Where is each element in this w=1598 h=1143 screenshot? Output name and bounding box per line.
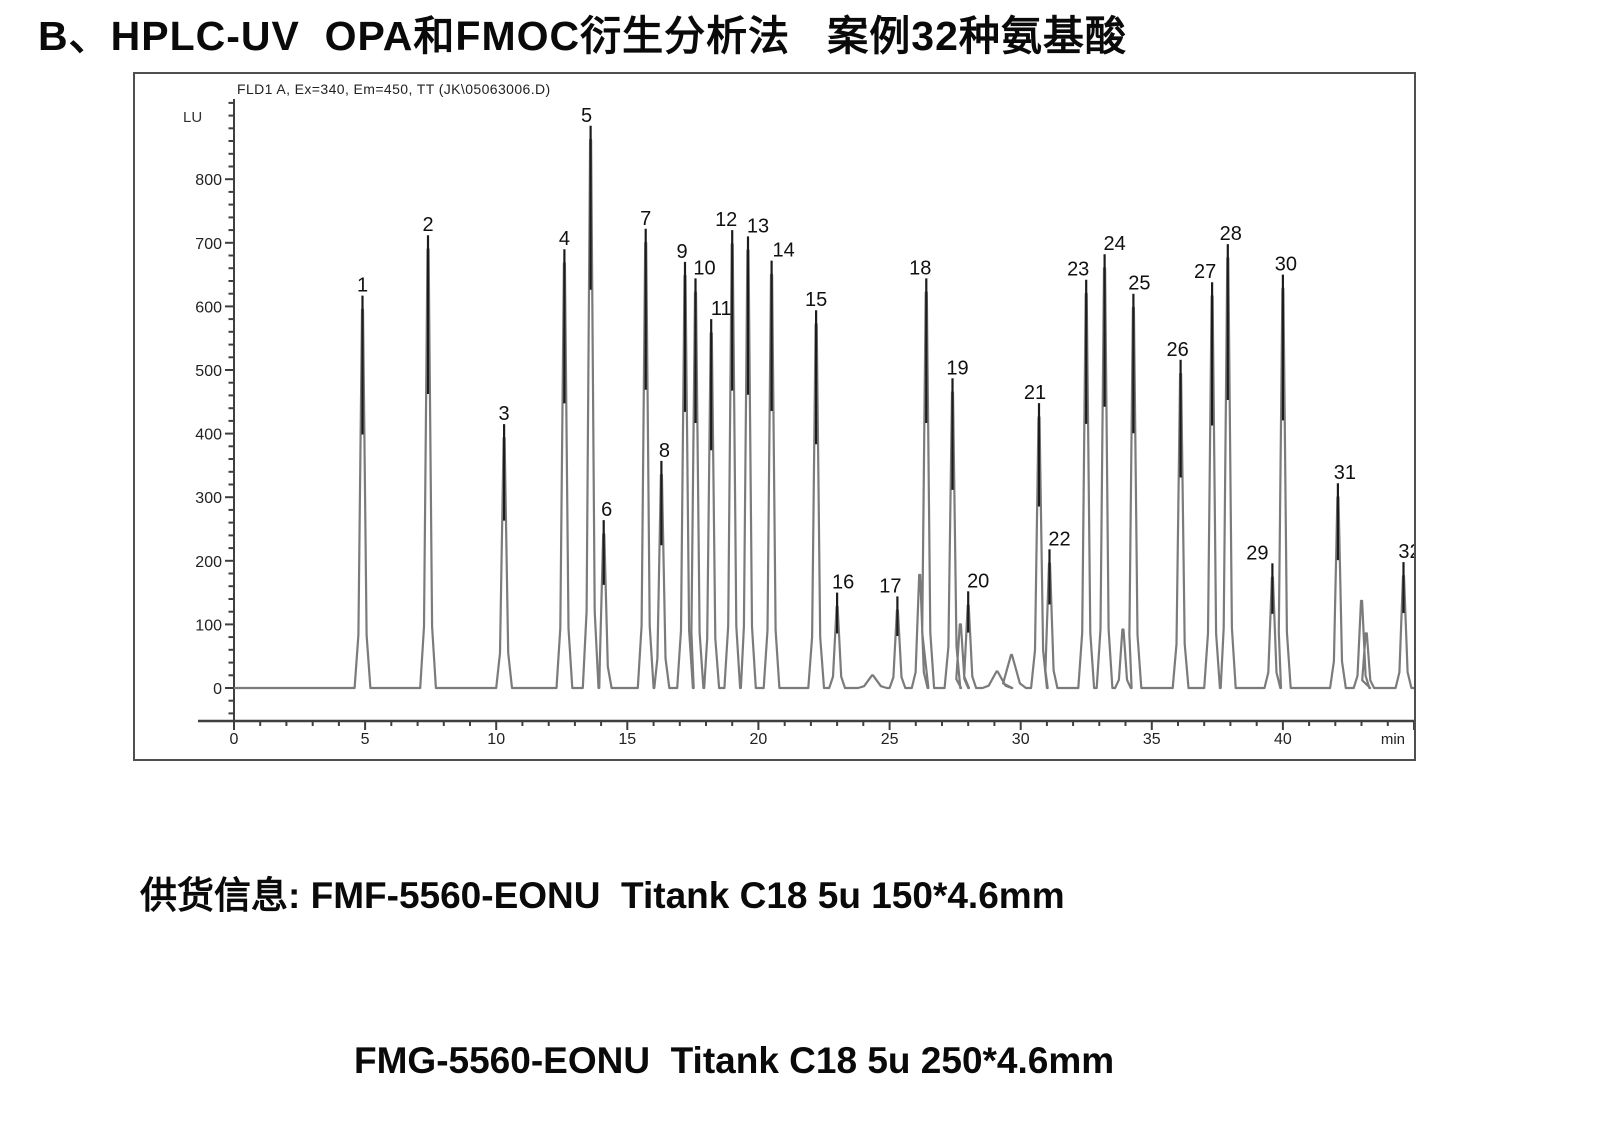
peak-label-28: 28 [1220, 223, 1242, 245]
y-tick-label: 100 [195, 617, 222, 634]
peak-label-17: 17 [879, 575, 901, 597]
x-tick-label: 30 [1012, 731, 1030, 748]
y-tick-label: 700 [195, 236, 222, 253]
peak-label-31: 31 [1334, 462, 1356, 484]
y-tick-label: 0 [213, 681, 222, 698]
peak-label-19: 19 [946, 357, 968, 379]
peak-label-1: 1 [357, 275, 368, 297]
supply-info: 供货信息: FMF-5560-EONU Titank C18 5u 150*4.… [140, 758, 1114, 1143]
peak-label-13: 13 [747, 215, 769, 237]
chromatogram-panel: FLD1 A, Ex=340, Em=450, TT (JK\05063006.… [133, 72, 1416, 761]
peak-label-2: 2 [422, 214, 433, 236]
x-axis-unit: min [1381, 731, 1405, 748]
peak-label-29: 29 [1246, 542, 1268, 564]
y-tick-label: 300 [195, 490, 222, 507]
peak-label-26: 26 [1166, 339, 1188, 361]
peak-label-32: 32 [1398, 541, 1414, 563]
y-tick-label: 600 [195, 299, 222, 316]
x-tick-label: 20 [750, 731, 768, 748]
peak-label-14: 14 [772, 240, 794, 262]
supply-label: 供货信息: [140, 875, 301, 916]
y-axis-unit: LU [183, 109, 202, 126]
peak-label-8: 8 [659, 440, 670, 462]
chromatogram-trace [234, 138, 1414, 690]
peak-label-27: 27 [1194, 261, 1216, 283]
peak-label-15: 15 [805, 289, 827, 311]
x-tick-label: 5 [361, 731, 370, 748]
y-tick-label: 800 [195, 172, 222, 189]
x-tick-label: 15 [618, 731, 636, 748]
y-tick-label: 400 [195, 427, 222, 444]
x-tick-label: 25 [881, 731, 899, 748]
supply-line-1-text: FMF-5560-EONU Titank C18 5u 150*4.6mm [300, 875, 1065, 916]
peak-label-11: 11 [711, 298, 732, 320]
y-tick-label: 200 [195, 554, 222, 571]
peak-label-25: 25 [1128, 273, 1150, 295]
peak-label-18: 18 [909, 257, 931, 279]
peak-label-22: 22 [1048, 528, 1070, 550]
supply-line-1: 供货信息: FMF-5560-EONU Titank C18 5u 150*4.… [140, 868, 1114, 923]
peak-label-10: 10 [693, 257, 715, 279]
x-tick-label: 0 [230, 731, 239, 748]
peak-label-7: 7 [640, 208, 651, 230]
peak-label-16: 16 [832, 572, 854, 594]
peak-label-6: 6 [601, 499, 612, 521]
chromatogram-chart: FLD1 A, Ex=340, Em=450, TT (JK\05063006.… [183, 81, 1414, 748]
peak-label-23: 23 [1067, 259, 1089, 281]
peak-label-21: 21 [1024, 382, 1046, 404]
x-tick-label: 10 [487, 731, 505, 748]
y-tick-label: 500 [195, 363, 222, 380]
supply-line-2: FMG-5560-EONU Titank C18 5u 250*4.6mm [354, 1040, 1115, 1081]
peak-label-20: 20 [967, 570, 989, 592]
peak-label-5: 5 [581, 105, 592, 127]
peak-label-3: 3 [499, 403, 510, 425]
peak-label-9: 9 [676, 241, 687, 263]
peak-label-4: 4 [559, 228, 570, 250]
x-tick-label: 35 [1143, 731, 1161, 748]
peak-label-12: 12 [715, 209, 737, 231]
page-title: B、HPLC-UV OPA和FMOC衍生分析法 案例32种氨基酸 [38, 13, 1127, 59]
peak-label-24: 24 [1103, 233, 1125, 255]
x-tick-label: 40 [1274, 731, 1292, 748]
detector-header: FLD1 A, Ex=340, Em=450, TT (JK\05063006.… [237, 81, 551, 97]
peak-label-30: 30 [1275, 254, 1297, 276]
